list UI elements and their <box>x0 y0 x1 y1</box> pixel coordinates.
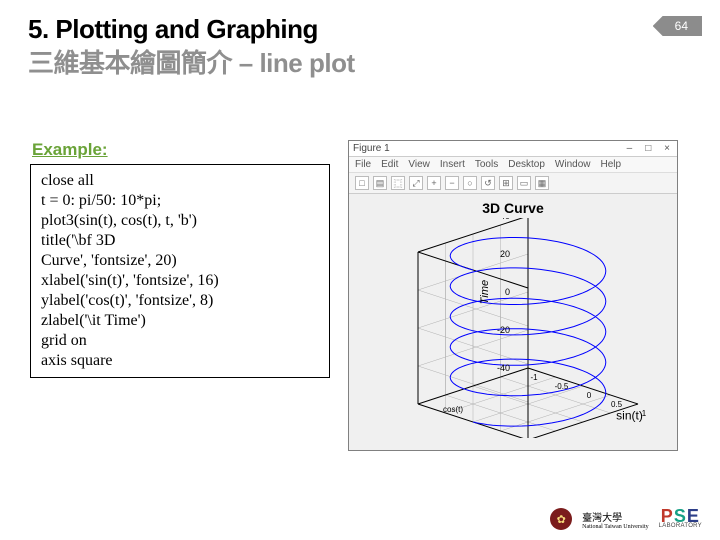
footer: ✿ 臺灣大學 National Taiwan University PSE LA… <box>550 508 702 530</box>
svg-text:-1: -1 <box>530 373 538 382</box>
title-dash: – <box>239 48 253 78</box>
example-column: Example: close allt = 0: pi/50: 10*pi;pl… <box>30 140 330 451</box>
slide-title-line2: 三維基本繪圖簡介 – line plot <box>28 43 692 80</box>
toolbar-button-9[interactable]: ▭ <box>517 176 531 190</box>
code-line: close all <box>41 171 319 191</box>
svg-text:20: 20 <box>500 249 510 259</box>
svg-text:sin(t): sin(t) <box>616 408 643 422</box>
example-label: Example: <box>32 140 330 160</box>
close-icon[interactable]: × <box>661 143 673 154</box>
svg-text:-20: -20 <box>497 325 510 335</box>
menu-view[interactable]: View <box>408 159 430 170</box>
menu-help[interactable]: Help <box>601 159 622 170</box>
menu-desktop[interactable]: Desktop <box>508 159 545 170</box>
toolbar-button-2[interactable]: ⿴ <box>391 176 405 190</box>
svg-text:Time: Time <box>479 280 491 304</box>
toolbar-button-8[interactable]: ⊞ <box>499 176 513 190</box>
svg-text:-0.5: -0.5 <box>555 382 569 391</box>
figure-window-title: Figure 1 <box>353 143 390 154</box>
toolbar-button-3[interactable]: ⤢ <box>409 176 423 190</box>
menu-edit[interactable]: Edit <box>381 159 398 170</box>
university-name-cn: 臺灣大學 <box>582 509 648 524</box>
toolbar-button-0[interactable]: □ <box>355 176 369 190</box>
toolbar-button-5[interactable]: − <box>445 176 459 190</box>
svg-text:-40: -40 <box>497 363 510 373</box>
axes-3d: -40-2002040-1-0.500.51Timesin(t)cos(t) <box>363 218 663 438</box>
toolbar-button-4[interactable]: + <box>427 176 441 190</box>
university-name-en: National Taiwan University <box>582 524 648 530</box>
code-line: grid on <box>41 331 319 351</box>
figure-titlebar: Figure 1 – □ × <box>349 141 677 157</box>
menu-insert[interactable]: Insert <box>440 159 465 170</box>
figure-menubar: File Edit View Insert Tools Desktop Window Help <box>349 157 677 173</box>
code-line: xlabel('sin(t)', 'fontsize', 16) <box>41 271 319 291</box>
toolbar-button-6[interactable]: ○ <box>463 176 477 190</box>
menu-tools[interactable]: Tools <box>475 159 498 170</box>
figure-toolbar: □ ▤ ⿴ ⤢ +−○ ↺ ⊞ ▭ ▦ <box>349 173 677 194</box>
svg-text:40: 40 <box>500 218 510 221</box>
toolbar-button-7[interactable]: ↺ <box>481 176 495 190</box>
code-line: Curve', 'fontsize', 20) <box>41 251 319 271</box>
code-line: title('\bf 3D <box>41 231 319 251</box>
code-line: ylabel('cos(t)', 'fontsize', 8) <box>41 291 319 311</box>
svg-text:0: 0 <box>505 287 510 297</box>
pse-logo: PSE LABORATORY <box>659 508 702 530</box>
svg-text:cos(t): cos(t) <box>443 405 463 414</box>
code-line: t = 0: pi/50: 10*pi; <box>41 191 319 211</box>
menu-file[interactable]: File <box>355 159 371 170</box>
code-line: plot3(sin(t), cos(t), t, 'b') <box>41 211 319 231</box>
university-logo-icon: ✿ <box>550 508 572 530</box>
toolbar-button-10[interactable]: ▦ <box>535 176 549 190</box>
minimize-icon[interactable]: – <box>623 143 635 154</box>
toolbar-button-1[interactable]: ▤ <box>373 176 387 190</box>
maximize-icon[interactable]: □ <box>642 143 654 154</box>
menu-window[interactable]: Window <box>555 159 591 170</box>
matlab-figure-window: Figure 1 – □ × File Edit View Insert Tools De… <box>348 140 678 451</box>
code-line: axis square <box>41 351 319 371</box>
code-line: zlabel('\it Time') <box>41 311 319 331</box>
title-en: line plot <box>259 48 354 78</box>
slide-title-line1: 5. Plotting and Graphing <box>28 14 692 45</box>
figure-canvas: 3D Curve -40-2002040-1-0.500.51Timesin(t… <box>349 194 677 450</box>
svg-text:0: 0 <box>587 391 592 400</box>
university-name: 臺灣大學 National Taiwan University <box>582 509 648 530</box>
code-block: close allt = 0: pi/50: 10*pi;plot3(sin(t… <box>30 164 330 378</box>
plot-title: 3D Curve <box>359 200 667 216</box>
title-cn: 三維基本繪圖簡介 <box>28 48 232 78</box>
pse-sub: LABORATORY <box>659 524 702 529</box>
figure-column: Figure 1 – □ × File Edit View Insert Tools De… <box>348 140 692 451</box>
page-number-badge: 64 <box>653 16 702 36</box>
